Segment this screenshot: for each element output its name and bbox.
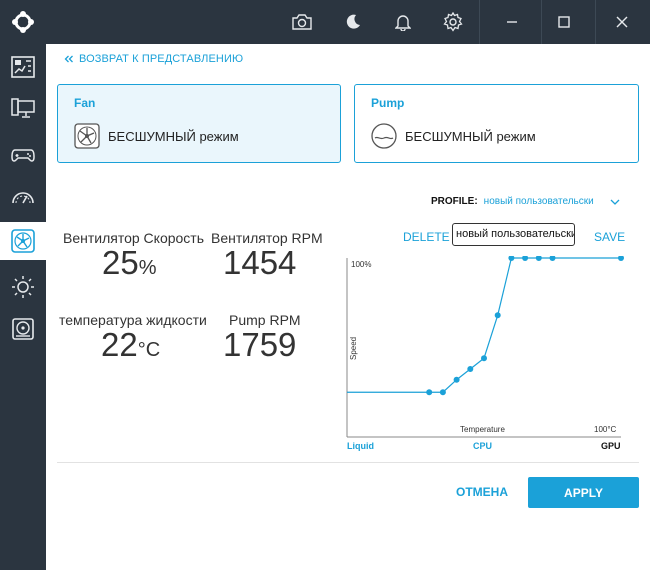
- gear-icon: [443, 12, 463, 32]
- fan-card-mode: БЕСШУМНЫЙ режим: [74, 123, 239, 149]
- divider: [57, 462, 639, 463]
- liquid-temp-unit: °C: [137, 339, 161, 361]
- fan-speed-unit: %: [138, 257, 157, 279]
- liquid-temp-number: 22: [101, 326, 138, 363]
- profile-name-input[interactable]: новый пользовательский: [452, 223, 575, 246]
- sun-icon: [12, 276, 34, 298]
- cancel-button[interactable]: ОТМЕНА: [456, 485, 508, 499]
- minimize-icon: [507, 21, 517, 23]
- fan-curve-line: [347, 257, 621, 393]
- back-link[interactable]: ВОЗВРАТ К ПРЕДСТАВЛЕНИЮ: [64, 53, 243, 65]
- separator: [595, 0, 596, 44]
- separator: [541, 0, 542, 44]
- maximize-icon: [558, 16, 570, 28]
- main-content: ВОЗВРАТ К ПРЕДСТАВЛЕНИЮ Fan БЕСШУМНЫЙ ре…: [46, 44, 650, 570]
- x-axis-title: Temperature: [460, 425, 505, 434]
- liquid-temp-value: 22°C: [101, 326, 160, 364]
- close-button[interactable]: [600, 0, 644, 44]
- camera-icon: [292, 14, 312, 30]
- settings-button[interactable]: [433, 0, 473, 44]
- pump-mode-label: БЕСШУМНЫЙ режим: [405, 128, 536, 144]
- chevron-down-icon: [610, 199, 620, 205]
- gauge-icon: [12, 192, 34, 204]
- fan-icon: [11, 229, 35, 253]
- save-button[interactable]: SAVE: [594, 230, 626, 244]
- apply-button[interactable]: APPLY: [528, 477, 639, 508]
- source-liquid[interactable]: Liquid: [347, 441, 374, 451]
- curve-point[interactable]: [481, 355, 487, 362]
- double-chevron-left-icon: [64, 55, 73, 63]
- x-max-label: 100°C: [594, 425, 617, 434]
- fan-card-title: Fan: [74, 96, 96, 110]
- pump-card-title: Pump: [371, 96, 405, 110]
- sidebar-item-dashboard[interactable]: [0, 48, 46, 86]
- fan-card[interactable]: Fan БЕСШУМНЫЙ режим: [57, 84, 341, 163]
- source-cpu[interactable]: CPU: [473, 441, 492, 451]
- sidebar-item-monitor[interactable]: [0, 89, 46, 127]
- close-icon: [616, 16, 628, 28]
- notifications-button[interactable]: [383, 0, 423, 44]
- sidebar-item-lighting[interactable]: [0, 268, 46, 306]
- pump-icon: [371, 123, 397, 149]
- sidebar-item-fan[interactable]: [0, 222, 46, 260]
- bell-icon: [395, 15, 411, 31]
- profile-selector[interactable]: PROFILE: новый пользовательски: [431, 196, 620, 207]
- pump-rpm-label: Pump RPM: [229, 312, 301, 328]
- title-bar: [46, 0, 650, 44]
- separator: [479, 0, 480, 44]
- curve-point[interactable]: [618, 256, 624, 261]
- maximize-button[interactable]: [544, 0, 584, 44]
- fan-speed-number: 25: [102, 244, 139, 281]
- gamepad-icon: [11, 149, 35, 162]
- curve-point[interactable]: [467, 365, 474, 372]
- liquid-temp-label: температура жидкости: [59, 312, 207, 328]
- moon-icon: [346, 14, 360, 29]
- curve-point[interactable]: [508, 256, 515, 261]
- curve-point[interactable]: [453, 376, 460, 383]
- source-gpu[interactable]: GPU: [601, 441, 621, 451]
- curve-point[interactable]: [439, 389, 446, 396]
- curve-point[interactable]: [549, 256, 556, 261]
- monitor-icon: [11, 98, 35, 118]
- fan-curve-chart[interactable]: 100% Speed Temperature 100°C Liquid CPU …: [345, 256, 625, 454]
- sidebar-item-storage[interactable]: [0, 310, 46, 348]
- sidebar: [0, 0, 46, 570]
- pump-rpm-value: 1759: [223, 326, 297, 363]
- profile-label: PROFILE:: [431, 196, 478, 207]
- app-logo-icon: [0, 0, 46, 44]
- sidebar-item-gauge[interactable]: [0, 178, 46, 216]
- minimize-button[interactable]: [492, 0, 532, 44]
- sidebar-item-gamepad[interactable]: [0, 136, 46, 174]
- curve-point[interactable]: [522, 256, 529, 261]
- dashboard-icon: [11, 56, 35, 78]
- back-link-label: ВОЗВРАТ К ПРЕДСТАВЛЕНИЮ: [79, 53, 244, 65]
- profile-value: новый пользовательски: [483, 196, 594, 207]
- curve-point[interactable]: [426, 389, 433, 396]
- fan-icon: [74, 123, 100, 149]
- pump-card-mode: БЕСШУМНЫЙ режим: [371, 123, 536, 149]
- pump-card[interactable]: Pump БЕСШУМНЫЙ режим: [354, 84, 639, 163]
- theme-button[interactable]: [333, 0, 373, 44]
- fan-rpm-value: 1454: [223, 244, 297, 281]
- fan-rpm-label: Вентилятор RPM: [211, 230, 323, 246]
- fan-speed-label: Вентилятор Скорость: [63, 230, 205, 246]
- curve-point[interactable]: [535, 256, 542, 261]
- storage-icon: [12, 318, 34, 340]
- y-axis-title: Speed: [349, 337, 358, 360]
- curve-point[interactable]: [494, 312, 501, 319]
- delete-button[interactable]: DELETE: [403, 230, 450, 244]
- fan-speed-value: 25%: [102, 244, 157, 282]
- fan-mode-label: БЕСШУМНЫЙ режим: [108, 128, 239, 144]
- y-max-label: 100%: [351, 260, 371, 269]
- camera-button[interactable]: [282, 0, 322, 44]
